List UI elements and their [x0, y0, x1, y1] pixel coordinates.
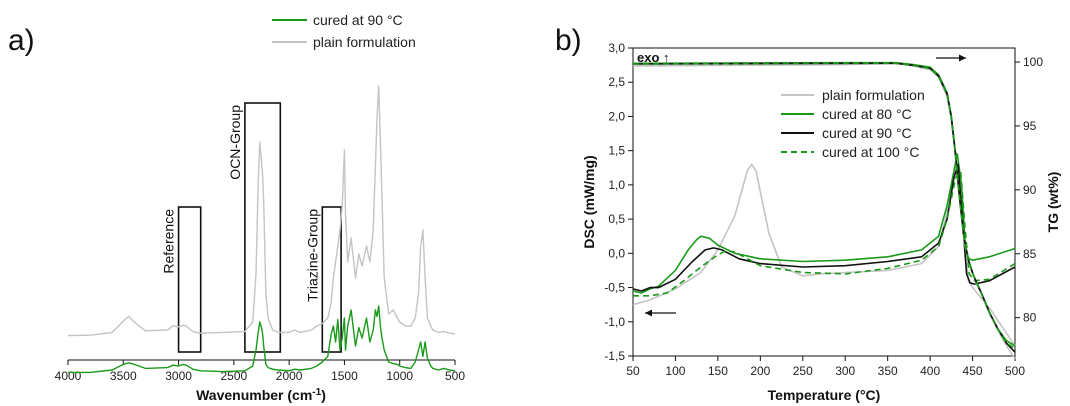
panel-a-x-axis-label: Wavenumber (cm-1)	[196, 387, 326, 403]
box-label-reference: Reference	[161, 209, 177, 274]
panel-b-y2-ticks: 80 85 90 95 100	[1015, 55, 1043, 325]
panel-b-x-tick-label: 500	[1005, 364, 1025, 378]
panel-b-legend: plain formulation cured at 80 °C cured a…	[781, 87, 925, 160]
panel-b-x-tick-label: 100	[665, 364, 685, 378]
panel-b-legend-label-plain: plain formulation	[822, 87, 925, 103]
panel-b-y-tick-label: 3,0	[608, 41, 625, 55]
panel-a-x-tick-label: 4000	[55, 369, 82, 383]
panel-a-label: a)	[8, 24, 35, 57]
panel-b-x-tick-label: 250	[793, 364, 813, 378]
panel-a-x-tick-label: 1500	[331, 369, 358, 383]
panel-a-x-tick-label: 1000	[386, 369, 413, 383]
panel-a-x-ticks: 4000 3500 3000 2500 2000 1500 1000 500	[55, 360, 465, 383]
panel-b-x-tick-label: 200	[750, 364, 770, 378]
panel-b-y-tick-label: 2,0	[608, 109, 625, 123]
panel-b-dsc-arrow	[645, 309, 676, 317]
panel-b-y-ticks: -1,5 -1,0 -0,5 0,0 0,5 1,0 1,5 2,0 2,5 3,0	[604, 41, 633, 363]
series-dsc-cured-at-100-c	[633, 170, 1016, 297]
panel-b-series	[632, 61, 1016, 360]
panel-b-y-tick-label: 0,5	[608, 212, 625, 226]
tg-axis-arrow-head	[959, 54, 966, 62]
panel-b-y2-axis-label: TG (wt%)	[1045, 172, 1061, 233]
panel-b-frame	[632, 47, 1016, 357]
panel-b-legend-label-100: cured at 100 °C	[822, 144, 919, 160]
panel-b-y2-tick-label: 100	[1023, 55, 1043, 69]
panel-b-exo-annotation: exo ↑	[637, 50, 670, 65]
panel-a-legend-label-plain: plain formulation	[313, 34, 416, 50]
panel-a-plot: 4000 3500 3000 2500 2000 1500 1000 500 Referenc…	[55, 85, 465, 383]
dsc-axis-arrow-head	[645, 309, 652, 317]
panel-b-x-axis-label: Temperature (°C)	[768, 387, 881, 403]
panel-b-legend-label-80: cured at 80 °C	[822, 106, 912, 122]
panel-b-x-tick-label: 400	[920, 364, 940, 378]
panel-a-legend-label-cured-90: cured at 90 °C	[313, 12, 403, 28]
panel-b-x-tick-label: 450	[963, 364, 983, 378]
panel-b-y-tick-label: 1,0	[608, 178, 625, 192]
panel-b-y-tick-label: -1,5	[604, 349, 625, 363]
panel-b-y-axis-label: DSC (mW/mg)	[581, 155, 597, 248]
panel-a-x-tick-label: 500	[445, 369, 465, 383]
panel-b-y2-tick-label: 85	[1023, 247, 1037, 261]
series-tg-cured-at-100-c	[632, 62, 1016, 349]
panel-b-y-tick-label: -0,5	[604, 281, 625, 295]
box-ocn-group	[244, 102, 282, 353]
series-plain-formulation	[67, 85, 456, 337]
panel-a-legend: cured at 90 °C plain formulation	[272, 12, 416, 50]
series-cured-at-90-c	[68, 305, 456, 374]
panel-a-x-tick-label: 2000	[276, 369, 303, 383]
panel-a-x-tick-label: 2500	[221, 369, 248, 383]
panel-b-x-tick-label: 350	[878, 364, 898, 378]
box-reference	[177, 206, 202, 353]
panel-b-legend-label-90: cured at 90 °C	[822, 125, 912, 141]
box-triazine-group	[321, 206, 342, 353]
panel-b-y-tick-label: -1,0	[604, 315, 625, 329]
panel-b-y2-tick-label: 90	[1023, 183, 1037, 197]
panel-b-tg-arrow	[936, 54, 966, 62]
panel-b-plot: 50 100 150 200 250 300 350 400 450 500 -1,5 -1,0 -0…	[604, 41, 1043, 378]
panel-b-y2-tick-label: 95	[1023, 119, 1037, 133]
panel-b-y-tick-label: 1,5	[608, 144, 625, 158]
panel-a-series	[67, 85, 456, 374]
box-label-triazine-group: Triazine-Group	[304, 209, 320, 302]
panel-a-x-tick-label: 3500	[110, 369, 137, 383]
box-label-ocn-group: OCN-Group	[227, 105, 243, 180]
panel-a-x-tick-label: 3000	[165, 369, 192, 383]
panel-b-x-ticks: 50 100 150 200 250 300 350 400 450 500	[626, 356, 1025, 378]
series-dsc-cured-at-90-c	[632, 163, 1016, 292]
panel-b-y-tick-label: 0,0	[608, 246, 625, 260]
panel-b-label: b)	[555, 24, 582, 57]
panel-b-x-tick-label: 50	[626, 364, 640, 378]
panel-b-y-tick-label: 2,5	[608, 75, 625, 89]
panel-b-y2-tick-label: 80	[1023, 311, 1037, 325]
panel-b-x-tick-label: 150	[708, 364, 728, 378]
panel-a-annotation-boxes: Reference OCN-Group Triazine-Group	[161, 102, 342, 353]
panel-b-x-tick-label: 300	[835, 364, 855, 378]
series-dsc-plain-formulation	[632, 163, 1016, 347]
